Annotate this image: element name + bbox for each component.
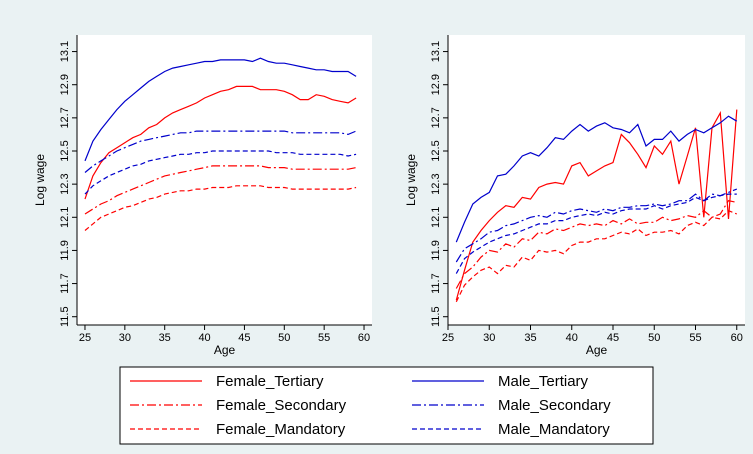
x-tick-label: 45 xyxy=(607,332,619,344)
x-axis-title: Age xyxy=(214,343,236,357)
y-axis-title: Log wage xyxy=(33,154,47,206)
y-tick-label: 11.5 xyxy=(430,306,442,327)
y-tick-label: 12.5 xyxy=(59,140,71,161)
y-tick-label: 11.7 xyxy=(59,273,71,294)
legend: Female_Tertiary Male_Tertiary Female_Secon… xyxy=(119,366,654,445)
legend-label: Male_Mandatory xyxy=(498,421,610,438)
legend-label: Female_Tertiary xyxy=(216,373,324,390)
legend-label: Female_Mandatory xyxy=(216,421,346,438)
x-tick-label: 55 xyxy=(318,332,330,344)
legend-label: Male_Secondary xyxy=(498,397,611,414)
series-line-female-tertiary xyxy=(84,85,357,200)
x-tick-label: 35 xyxy=(159,332,171,344)
legend-label: Male_Tertiary xyxy=(498,373,589,390)
y-tick-label: 11.5 xyxy=(59,306,71,327)
x-tick-label: 25 xyxy=(79,332,91,344)
x-axis-title: Age xyxy=(586,343,608,357)
x-tick-label: 30 xyxy=(483,332,495,344)
x-tick-label: 60 xyxy=(731,332,743,344)
x-tick-label: 45 xyxy=(238,332,250,344)
y-tick-label: 11.9 xyxy=(59,240,71,261)
y-axis-title: Log wage xyxy=(404,154,418,206)
y-tick-label: 12.1 xyxy=(59,207,71,228)
series-line-female-mandatory xyxy=(455,209,738,303)
series-line-female-secondary xyxy=(455,200,737,289)
series-line-male-secondary xyxy=(455,188,738,263)
y-tick-label: 13.1 xyxy=(59,41,71,62)
series-line-male-tertiary xyxy=(455,115,738,243)
x-tick-label: 40 xyxy=(198,332,210,344)
x-tick-label: 50 xyxy=(278,332,290,344)
y-tick-label: 12.9 xyxy=(430,74,442,95)
y-tick-label: 13.1 xyxy=(430,41,442,62)
left-chart: 25 30 35 40 45 50 55 60 11.5 11.7 11.9 12.1 12.3 12.5… xyxy=(9,10,380,357)
y-tick-label: 12.7 xyxy=(59,107,71,128)
plot-area xyxy=(448,35,745,325)
series-line-male-mandatory xyxy=(84,150,357,195)
y-tick-label: 12.3 xyxy=(59,173,71,194)
series-line-male-tertiary xyxy=(84,57,357,162)
x-tick-label: 40 xyxy=(566,332,578,344)
x-tick-label: 25 xyxy=(442,332,454,344)
y-tick-label: 11.9 xyxy=(430,240,442,261)
x-tick-label: 35 xyxy=(524,332,536,344)
x-tick-label: 60 xyxy=(358,332,370,344)
y-tick-label: 12.9 xyxy=(59,74,71,95)
y-tick-label: 12.1 xyxy=(430,207,442,228)
y-tick-label: 12.7 xyxy=(430,107,442,128)
x-tick-label: 30 xyxy=(119,332,131,344)
series-line-female-mandatory xyxy=(84,185,357,231)
series-line-male-secondary xyxy=(84,130,357,173)
legend-label: Female_Secondary xyxy=(216,397,347,414)
x-tick-label: 50 xyxy=(648,332,660,344)
right-chart: 25 30 35 40 45 50 55 60 11.5 11.7 11.9 12.1 12.3 12.5… xyxy=(384,10,745,357)
legend-box xyxy=(119,366,654,445)
y-tick-label: 12.3 xyxy=(430,173,442,194)
plot-area xyxy=(77,35,372,325)
x-tick-label: 55 xyxy=(689,332,701,344)
series-line-male-mandatory xyxy=(455,193,737,274)
y-tick-label: 12.5 xyxy=(430,140,442,161)
series-line-female-secondary xyxy=(84,165,357,215)
series-line-female-tertiary xyxy=(455,109,738,301)
y-tick-label: 11.7 xyxy=(430,273,442,294)
